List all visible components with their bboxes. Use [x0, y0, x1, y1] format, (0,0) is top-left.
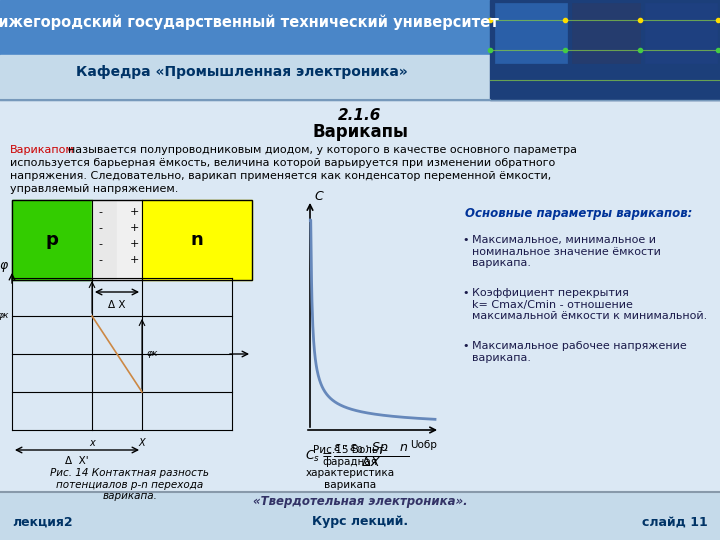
Text: +: + — [130, 255, 139, 265]
Text: x: x — [89, 438, 95, 448]
Text: Варикапы: Варикапы — [312, 123, 408, 141]
Bar — [0, 492, 720, 540]
Text: -: - — [98, 255, 102, 265]
Text: Максимальное рабочее напряжение
варикапа.: Максимальное рабочее напряжение варикапа… — [472, 341, 687, 362]
Text: Uобр: Uобр — [410, 440, 437, 450]
Bar — [645, 3, 717, 63]
Text: Δ X: Δ X — [108, 300, 126, 310]
Bar — [142, 200, 252, 280]
Text: используется барьерная ёмкость, величина которой варьируется при изменении обрат: используется барьерная ёмкость, величина… — [10, 158, 555, 168]
Text: •: • — [462, 235, 469, 245]
Text: Основные параметры варикапов:: Основные параметры варикапов: — [465, 207, 693, 220]
Bar — [12, 200, 92, 280]
Text: Рис. 14 Контактная разность
потенциалов р-n перехода
варикапа.: Рис. 14 Контактная разность потенциалов … — [50, 468, 210, 501]
Text: Максимальное, минимальное и
номинальное значение ёмкости
варикапа.: Максимальное, минимальное и номинальное … — [472, 235, 661, 268]
Text: •: • — [462, 341, 469, 351]
Bar — [12, 200, 252, 280]
Text: Варикапом: Варикапом — [10, 145, 75, 155]
Text: Δ  X': Δ X' — [66, 456, 89, 466]
Text: 2.1.6: 2.1.6 — [338, 109, 382, 124]
Text: слайд 11: слайд 11 — [642, 516, 708, 529]
Text: •: • — [462, 288, 469, 298]
Text: +: + — [130, 239, 139, 249]
Text: φ: φ — [0, 260, 8, 273]
Text: -: - — [98, 223, 102, 233]
Text: C: C — [314, 191, 323, 204]
Text: Курс лекций.: Курс лекций. — [312, 516, 408, 529]
Text: +: + — [130, 207, 139, 217]
Text: -: - — [98, 207, 102, 217]
Bar — [0, 55, 490, 100]
Bar — [117, 200, 142, 280]
Text: «Твердотельная электроника».: «Твердотельная электроника». — [253, 496, 467, 509]
Text: +: + — [130, 223, 139, 233]
Text: X: X — [139, 438, 145, 448]
Bar — [0, 0, 490, 55]
Text: Рис.15 Вольт-
фарадная
характеристика
варикапа: Рис.15 Вольт- фарадная характеристика ва… — [305, 445, 395, 490]
Text: $C_s = \dfrac{\varepsilon \cdot \varepsilon_0 \cdot Sp \quad n}{\Delta X}$: $C_s = \dfrac{\varepsilon \cdot \varepsi… — [305, 441, 409, 469]
Text: лекция2: лекция2 — [12, 516, 73, 529]
Text: Кафедра «Промышленная электроника»: Кафедра «Промышленная электроника» — [76, 65, 408, 79]
Text: Коэффициент перекрытия
k= Cmax/Cmin - отношение
максимальной ёмкости к минимальн: Коэффициент перекрытия k= Cmax/Cmin - от… — [472, 288, 707, 321]
Bar — [572, 3, 640, 63]
Text: р: р — [45, 231, 58, 249]
Text: Нижегородский государственный технический университет: Нижегородский государственный технически… — [0, 14, 498, 30]
Bar — [495, 3, 567, 63]
Bar — [92, 200, 117, 280]
Text: φк: φк — [0, 312, 9, 321]
Text: φк: φк — [147, 349, 158, 359]
Text: управляемый напряжением.: управляемый напряжением. — [10, 184, 179, 194]
Text: напряжения. Следовательно, варикап применяется как конденсатор переменной ёмкост: напряжения. Следовательно, варикап приме… — [10, 171, 552, 181]
Bar — [490, 0, 720, 100]
Text: n: n — [191, 231, 203, 249]
Text: называется полупроводниковым диодом, у которого в качестве основного параметра: называется полупроводниковым диодом, у к… — [68, 145, 577, 155]
Text: -: - — [98, 239, 102, 249]
